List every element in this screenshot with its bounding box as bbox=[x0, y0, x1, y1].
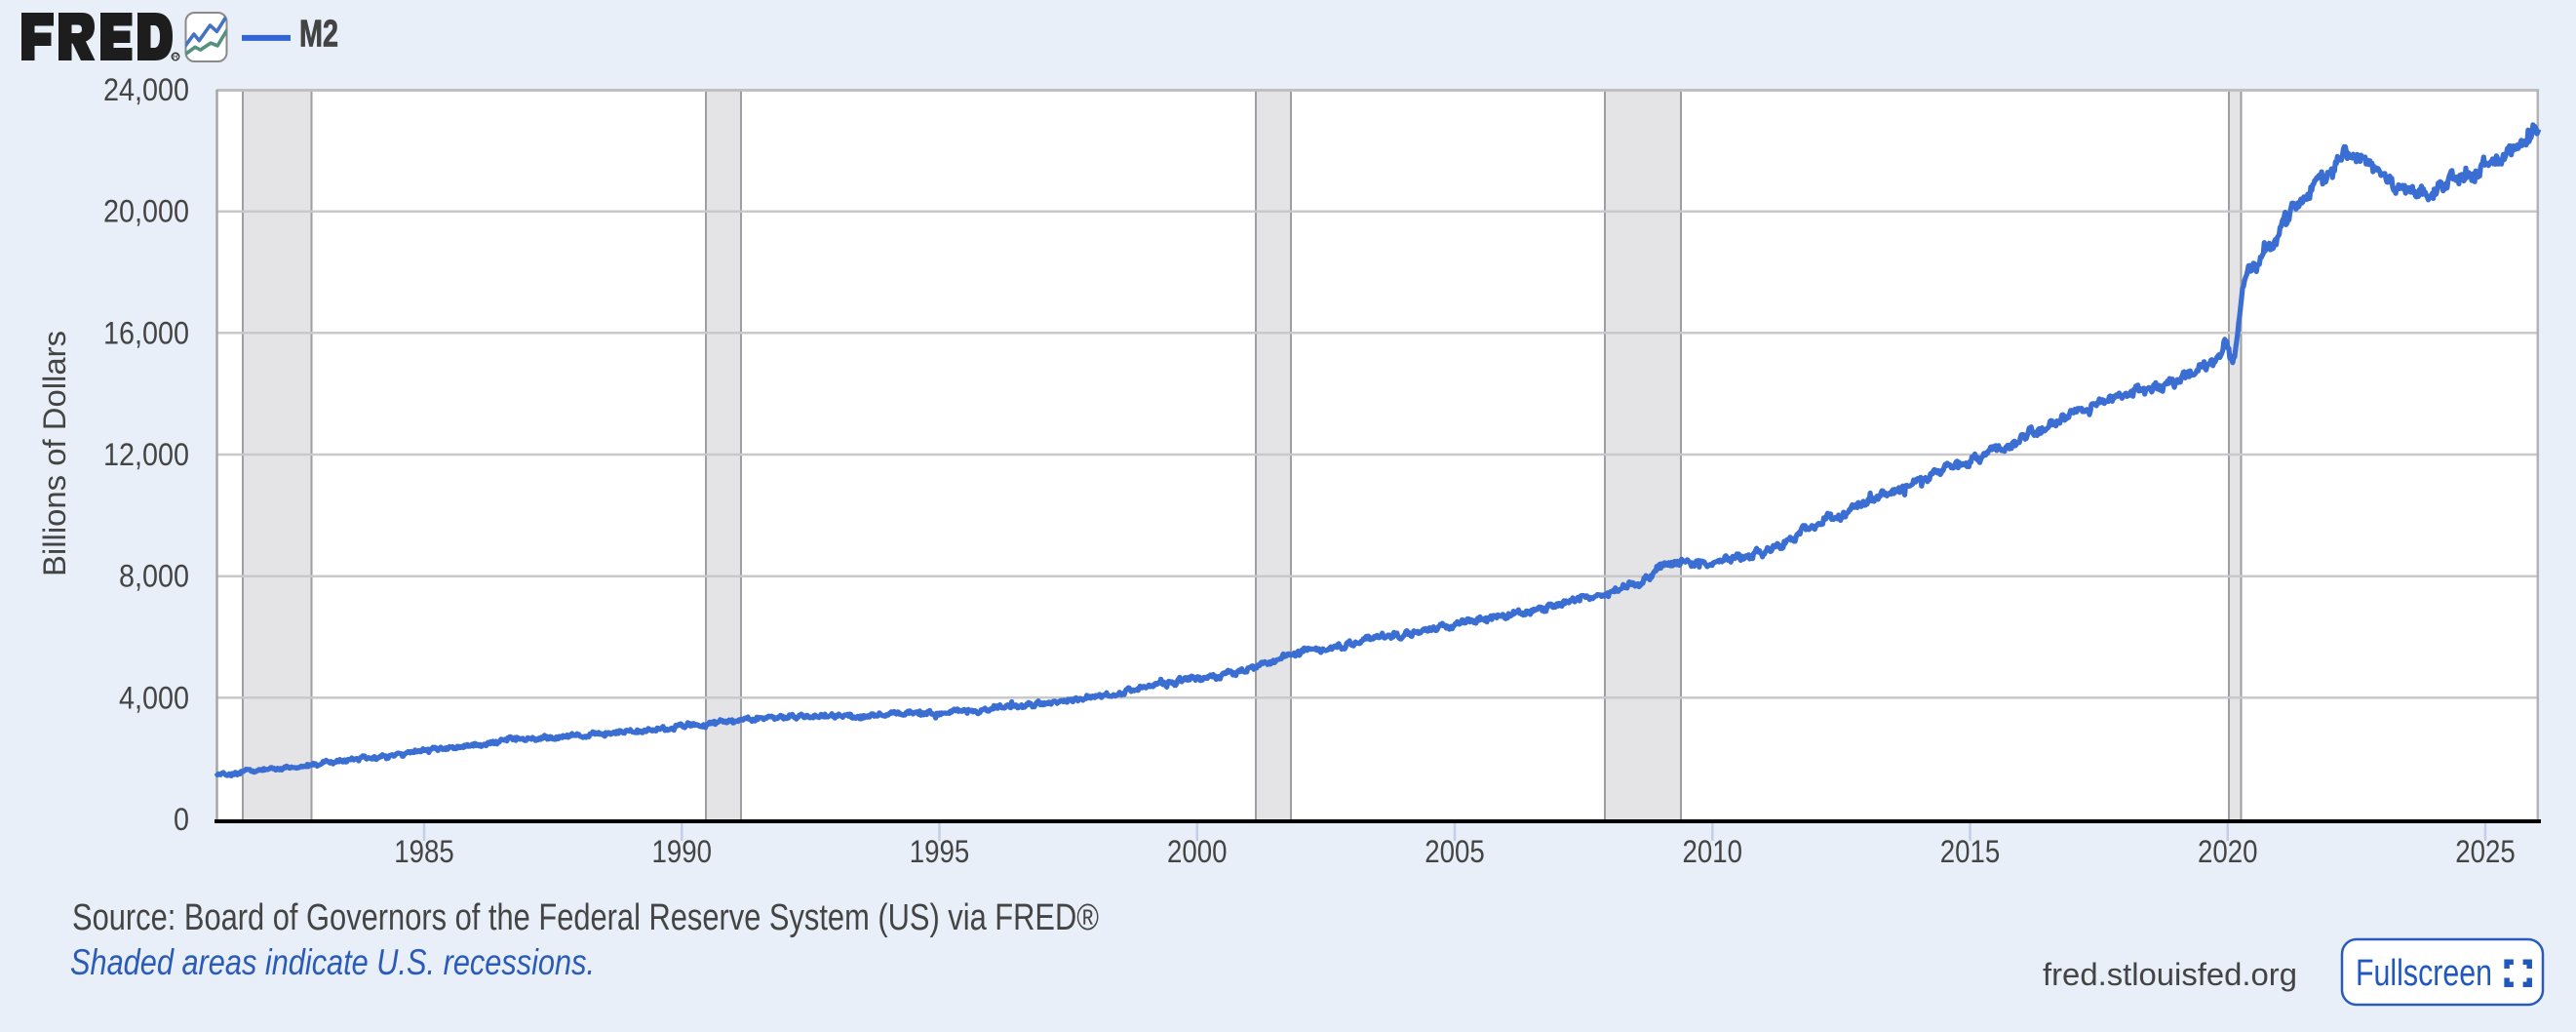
svg-text:R: R bbox=[173, 52, 179, 61]
svg-text:Shaded areas indicate U.S. rec: Shaded areas indicate U.S. recessions. bbox=[70, 942, 595, 982]
svg-text:Fullscreen: Fullscreen bbox=[2356, 953, 2492, 994]
svg-text:Source: Board of Governors of: Source: Board of Governors of the Federa… bbox=[72, 897, 1099, 938]
svg-text:2000: 2000 bbox=[1167, 834, 1228, 869]
svg-text:2005: 2005 bbox=[1425, 834, 1485, 869]
svg-text:4,000: 4,000 bbox=[119, 680, 189, 715]
svg-text:fred.stlouisfed.org: fred.stlouisfed.org bbox=[2043, 957, 2297, 992]
svg-text:8,000: 8,000 bbox=[119, 559, 189, 594]
svg-text:1995: 1995 bbox=[910, 834, 970, 869]
svg-text:1985: 1985 bbox=[394, 834, 454, 869]
svg-text:Billions of Dollars: Billions of Dollars bbox=[37, 331, 72, 576]
svg-text:M2: M2 bbox=[299, 14, 338, 56]
svg-text:2010: 2010 bbox=[1683, 834, 1743, 869]
svg-text:2020: 2020 bbox=[2198, 834, 2258, 869]
svg-text:0: 0 bbox=[174, 802, 189, 837]
svg-text:12,000: 12,000 bbox=[103, 437, 189, 472]
svg-text:2015: 2015 bbox=[1940, 834, 2001, 869]
svg-text:2025: 2025 bbox=[2455, 834, 2516, 869]
svg-text:20,000: 20,000 bbox=[103, 194, 189, 229]
svg-text:1990: 1990 bbox=[652, 834, 713, 869]
svg-text:16,000: 16,000 bbox=[103, 315, 189, 350]
svg-text:24,000: 24,000 bbox=[103, 72, 189, 107]
